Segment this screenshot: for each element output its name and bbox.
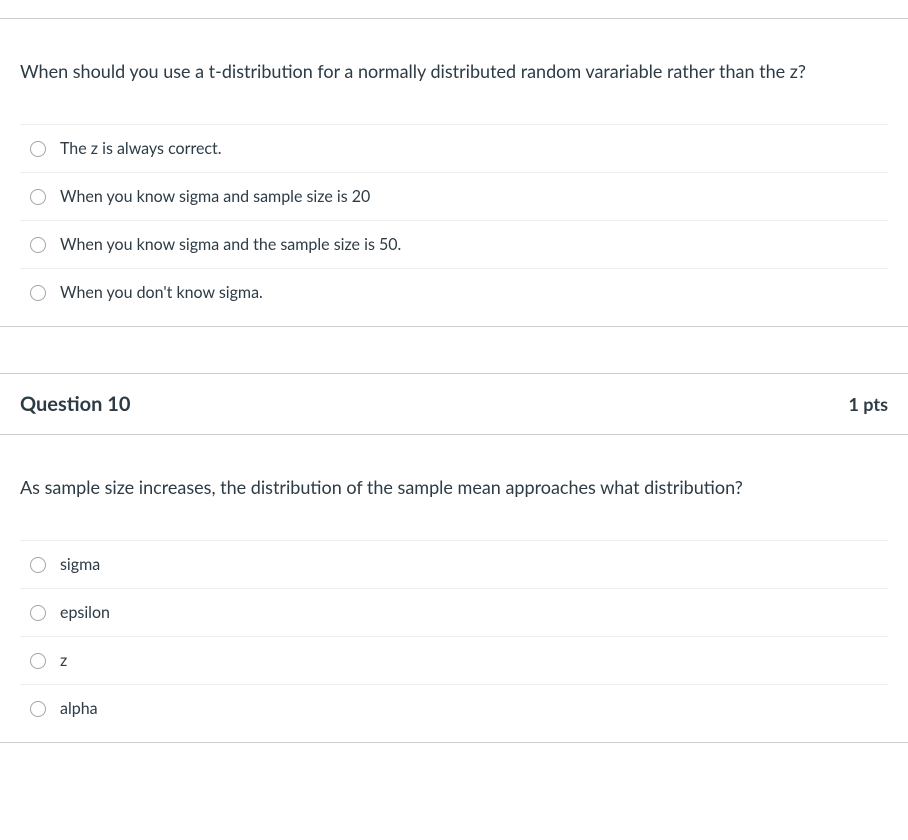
question-9-body: When should you use a t-distribution for… — [0, 19, 908, 326]
radio-icon[interactable] — [30, 701, 46, 717]
radio-icon[interactable] — [30, 557, 46, 573]
option-row[interactable]: When you know sigma and sample size is 2… — [20, 172, 888, 220]
option-row[interactable]: alpha — [20, 684, 888, 732]
radio-icon[interactable] — [30, 189, 46, 205]
radio-icon[interactable] — [30, 605, 46, 621]
option-row[interactable]: epsilon — [20, 588, 888, 636]
question-gap — [0, 327, 908, 373]
option-label: When you know sigma and the sample size … — [60, 235, 878, 254]
option-label: alpha — [60, 699, 878, 718]
question-9-options: The z is always correct. When you know s… — [20, 124, 888, 316]
question-10-body: As sample size increases, the distributi… — [0, 435, 908, 742]
option-label: The z is always correct. — [60, 139, 878, 158]
option-label: When you don't know sigma. — [60, 283, 878, 302]
option-label: sigma — [60, 555, 878, 574]
question-title: Question 10 — [20, 392, 130, 416]
option-label: epsilon — [60, 603, 878, 622]
radio-icon[interactable] — [30, 285, 46, 301]
question-10-options: sigma epsilon z alpha — [20, 540, 888, 732]
question-points: 1 pts — [848, 393, 888, 415]
option-label: When you know sigma and sample size is 2… — [60, 187, 878, 206]
option-row[interactable]: When you know sigma and the sample size … — [20, 220, 888, 268]
radio-icon[interactable] — [30, 141, 46, 157]
option-row[interactable]: When you don't know sigma. — [20, 268, 888, 316]
radio-icon[interactable] — [30, 237, 46, 253]
option-label: z — [60, 651, 878, 670]
question-10-prompt: As sample size increases, the distributi… — [20, 475, 888, 500]
option-row[interactable]: The z is always correct. — [20, 124, 888, 172]
option-row[interactable]: sigma — [20, 540, 888, 588]
radio-icon[interactable] — [30, 653, 46, 669]
question-10-header: Question 10 1 pts — [0, 374, 908, 435]
option-row[interactable]: z — [20, 636, 888, 684]
question-10-block: Question 10 1 pts As sample size increas… — [0, 373, 908, 743]
question-9-prompt: When should you use a t-distribution for… — [20, 59, 888, 84]
